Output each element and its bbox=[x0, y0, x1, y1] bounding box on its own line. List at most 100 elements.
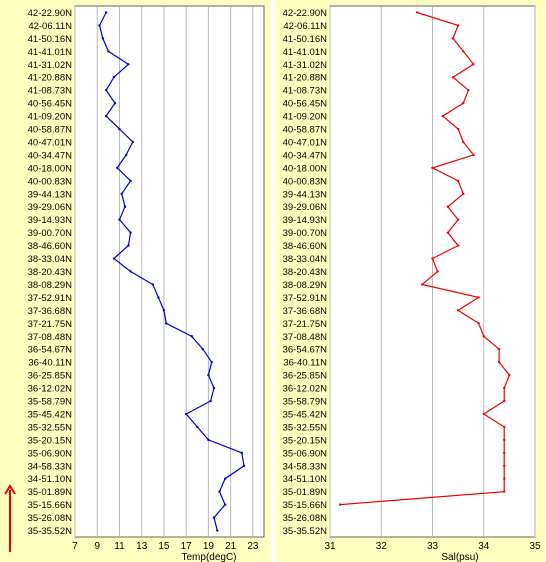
latitude-label: 41-20.88N bbox=[283, 73, 328, 84]
data-point bbox=[104, 11, 108, 14]
data-point bbox=[462, 192, 465, 195]
data-point bbox=[118, 218, 121, 221]
latitude-label: 41-09.20N bbox=[283, 112, 328, 123]
latitude-label: 39-00.70N bbox=[28, 228, 73, 239]
data-point bbox=[124, 153, 128, 157]
x-axis-label: Temp(degC) bbox=[181, 552, 236, 562]
data-point bbox=[415, 11, 419, 14]
data-point bbox=[127, 244, 130, 247]
latitude-label: 35-58.79N bbox=[283, 397, 328, 408]
x-tick-label: 23 bbox=[247, 541, 259, 552]
latitude-label: 37-08.48N bbox=[28, 332, 73, 343]
data-point bbox=[477, 322, 480, 325]
latitude-label: 36-40.11N bbox=[283, 358, 327, 369]
latitude-label: 35-35.52N bbox=[28, 526, 73, 537]
x-tick-label: 33 bbox=[427, 541, 439, 552]
x-tick-label: 21 bbox=[225, 541, 237, 552]
latitude-label: 35-26.08N bbox=[28, 513, 73, 524]
data-point bbox=[112, 257, 116, 260]
data-point bbox=[242, 464, 246, 467]
latitude-label: 42-22.90N bbox=[28, 8, 73, 19]
latitude-label: 39-00.70N bbox=[283, 228, 328, 239]
data-point bbox=[456, 179, 460, 183]
x-tick-label: 19 bbox=[203, 541, 215, 552]
latitude-label: 34-58.33N bbox=[283, 461, 328, 472]
data-point bbox=[462, 50, 465, 53]
latitude-label: 41-31.02N bbox=[283, 60, 328, 71]
latitude-label: 38-33.04N bbox=[28, 254, 73, 265]
latitude-label: 36-12.02N bbox=[283, 384, 328, 395]
latitude-label: 38-20.43N bbox=[28, 267, 73, 278]
data-point bbox=[129, 270, 132, 273]
latitude-label: 36-54.67N bbox=[28, 345, 73, 356]
data-point bbox=[190, 335, 193, 338]
latitude-label: 36-25.85N bbox=[283, 371, 328, 382]
latitude-label: 41-41.01N bbox=[28, 47, 73, 58]
latitude-label: 39-14.93N bbox=[28, 215, 73, 226]
data-point bbox=[497, 348, 501, 351]
latitude-label: 39-29.06N bbox=[283, 202, 328, 213]
data-point bbox=[467, 88, 470, 92]
latitude-label: 36-25.85N bbox=[28, 371, 73, 382]
data-point bbox=[456, 218, 460, 221]
latitude-label: 38-08.29N bbox=[283, 280, 328, 291]
data-point bbox=[456, 127, 460, 131]
latitude-label: 42-06.11N bbox=[28, 21, 72, 32]
temperature-chart: 42-22.90N 42-06.11N 41-50.16N 41-41.01N 41-3… bbox=[28, 5, 265, 562]
data-point bbox=[118, 127, 121, 131]
data-point bbox=[151, 283, 155, 286]
latitude-label: 35-15.66N bbox=[28, 500, 73, 511]
x-axis-label: Sal(psu) bbox=[441, 552, 478, 562]
data-point bbox=[127, 63, 130, 66]
x-tick-label: 34 bbox=[478, 541, 490, 552]
data-point bbox=[451, 37, 455, 40]
latitude-label: 36-12.02N bbox=[28, 384, 73, 395]
data-point bbox=[441, 114, 444, 118]
latitude-label: 41-31.02N bbox=[28, 60, 73, 71]
data-point bbox=[196, 425, 199, 429]
latitude-label: 40-00.83N bbox=[28, 176, 73, 187]
data-point bbox=[216, 529, 219, 532]
latitude-label: 38-46.60N bbox=[28, 241, 73, 252]
data-point bbox=[456, 244, 460, 247]
data-point bbox=[472, 153, 475, 157]
latitude-label: 35-20.15N bbox=[28, 435, 73, 446]
data-point bbox=[104, 114, 108, 118]
latitude-label: 35-32.55N bbox=[28, 422, 73, 433]
data-point bbox=[240, 451, 243, 455]
data-point bbox=[207, 438, 210, 442]
data-point bbox=[456, 24, 460, 27]
data-point bbox=[339, 503, 342, 506]
latitude-label: 41-09.20N bbox=[28, 112, 73, 123]
latitude-label: 42-22.90N bbox=[283, 8, 328, 19]
latitude-label: 35-01.89N bbox=[28, 487, 73, 498]
data-point bbox=[431, 166, 434, 170]
latitude-label: 40-47.01N bbox=[28, 137, 73, 148]
data-point bbox=[503, 451, 506, 455]
data-point bbox=[129, 231, 132, 234]
x-tick-label: 17 bbox=[181, 541, 193, 552]
data-point bbox=[462, 140, 465, 144]
latitude-label: 35-06.90N bbox=[28, 448, 73, 459]
latitude-label: 35-45.42N bbox=[28, 409, 73, 420]
latitude-label: 41-41.01N bbox=[283, 47, 328, 58]
data-point bbox=[477, 296, 480, 299]
data-point bbox=[451, 76, 455, 79]
latitude-label: 34-51.10N bbox=[283, 474, 328, 485]
latitude-label: 40-18.00N bbox=[283, 163, 328, 174]
direction-arrow-icon bbox=[4, 484, 16, 552]
latitude-label: 34-58.33N bbox=[28, 461, 73, 472]
data-point bbox=[112, 76, 116, 79]
x-tick-label: 13 bbox=[136, 541, 148, 552]
data-point bbox=[107, 50, 110, 53]
data-point bbox=[497, 360, 501, 364]
latitude-label: 40-56.45N bbox=[28, 99, 73, 110]
data-point bbox=[116, 166, 119, 170]
temperature-panel: 42-22.90N 42-06.11N 41-50.16N 41-41.01N 41-3… bbox=[0, 0, 271, 562]
salinity-panel: 42-22.90N 42-06.11N 41-50.16N 41-41.01N 41-3… bbox=[275, 0, 546, 562]
data-point bbox=[131, 140, 135, 144]
x-tick-label: 9 bbox=[94, 541, 100, 552]
data-point bbox=[162, 309, 166, 312]
x-tick-label: 35 bbox=[529, 541, 541, 552]
data-point bbox=[218, 490, 221, 493]
